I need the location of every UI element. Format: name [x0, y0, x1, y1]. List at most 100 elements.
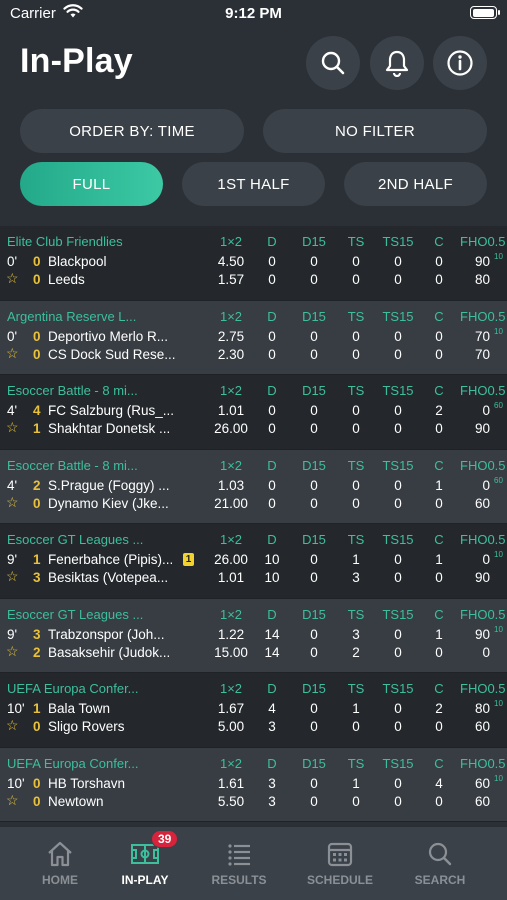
away-ts15-value: 0	[394, 644, 402, 660]
home-fho-value: 90	[474, 254, 490, 269]
column-header: 1×2	[219, 681, 243, 696]
match-row[interactable]: Esoccer Battle - 8 mi... 1×2 D D15 TS TS15 C FH…	[0, 449, 507, 524]
home-d-value: 4	[268, 701, 276, 716]
away-team-name: Dynamo Kiev (Jke...	[48, 495, 169, 511]
column-header: 1×2	[219, 606, 243, 622]
match-row[interactable]: Elite Club Friendlies 1×2 D D15 TS TS15 C FHO0.…	[0, 226, 507, 301]
home-score: 0	[33, 775, 41, 791]
away-fho-value: 80	[474, 272, 490, 287]
home-odds: 26.00	[214, 552, 248, 567]
home-score: 4	[33, 403, 41, 418]
favorite-star-icon[interactable]: ☆	[6, 568, 19, 584]
away-odds: 26.00	[214, 421, 248, 436]
column-header: TS15	[382, 532, 414, 547]
home-ts-value: 1	[352, 775, 360, 791]
match-minute: 4'	[7, 477, 18, 493]
column-header: D	[267, 234, 277, 249]
tab-home[interactable]: HOME	[15, 839, 105, 887]
home-c-value: 1	[435, 552, 443, 567]
away-d-value: 0	[268, 495, 276, 511]
column-header: D	[267, 606, 277, 622]
column-header: D15	[302, 532, 326, 547]
home-fho-value: 0	[482, 552, 490, 567]
home-score: 3	[33, 626, 41, 642]
home-ts15-value: 0	[394, 254, 402, 269]
home-odds: 1.61	[217, 775, 245, 791]
match-minute: 9'	[7, 626, 18, 642]
favorite-star-icon[interactable]: ☆	[6, 419, 19, 435]
match-list[interactable]: Elite Club Friendlies 1×2 D D15 TS TS15 C FHO0.…	[0, 226, 507, 826]
column-header: 1×2	[219, 755, 243, 771]
home-extra-value: 60	[494, 475, 503, 485]
column-header: D	[267, 308, 277, 324]
match-row[interactable]: Argentina Reserve L... 1×2 D D15 TS TS15 C FHO0…	[0, 300, 507, 375]
favorite-star-icon[interactable]: ☆	[6, 493, 19, 510]
column-header: TS15	[382, 234, 414, 249]
home-extra-value: 10	[494, 624, 503, 634]
column-header: D15	[302, 383, 326, 398]
home-odds: 1.03	[217, 477, 245, 493]
column-header: FHO0.5	[460, 383, 506, 398]
search-icon	[428, 842, 452, 866]
away-fho-value: 90	[474, 421, 490, 436]
home-d15-value: 0	[310, 775, 318, 791]
home-extra-value: 60	[494, 401, 503, 410]
tab-inplay[interactable]: 39 IN-PLAY	[100, 830, 190, 887]
info-button[interactable]	[433, 36, 487, 90]
home-ts-value: 1	[352, 552, 360, 567]
away-team-name: Sligo Rovers	[48, 719, 125, 734]
favorite-star-icon[interactable]: ☆	[6, 270, 19, 286]
search-button[interactable]	[306, 36, 360, 90]
column-header: 1×2	[219, 234, 243, 249]
home-odds: 4.50	[217, 254, 245, 269]
home-c-value: 0	[435, 328, 443, 344]
home-extra-value: 10	[494, 773, 503, 783]
filter-button[interactable]: NO FILTER	[263, 109, 487, 153]
home-team-name: Trabzonspor (Joh...	[48, 626, 165, 642]
match-row[interactable]: UEFA Europa Confer... 1×2 D D15 TS TS15 C FHO0.…	[0, 673, 507, 748]
tab-results[interactable]: RESULTS	[194, 839, 284, 887]
favorite-star-icon[interactable]: ☆	[6, 791, 19, 808]
home-d15-value: 0	[310, 626, 318, 642]
column-header: C	[434, 308, 444, 324]
match-minute: 0'	[7, 254, 18, 269]
column-header: TS15	[382, 308, 414, 324]
home-fho-value: 90	[474, 626, 490, 642]
match-row[interactable]: Esoccer GT Leagues ... 1×2 D D15 TS TS15 C FHO0…	[0, 524, 507, 599]
away-d-value: 3	[268, 719, 276, 734]
favorite-star-icon[interactable]: ☆	[6, 344, 19, 361]
column-header: 1×2	[219, 308, 243, 324]
away-d15-value: 0	[310, 719, 318, 734]
favorite-star-icon[interactable]: ☆	[6, 642, 19, 659]
column-header: TS15	[382, 681, 414, 696]
home-d15-value: 0	[310, 701, 318, 716]
tab-full[interactable]: FULL	[20, 162, 163, 206]
column-header: D15	[302, 234, 326, 249]
away-odds: 21.00	[214, 495, 248, 511]
column-header: FHO0.5	[460, 457, 506, 473]
tab-inplay-label: IN-PLAY	[121, 873, 169, 887]
favorite-star-icon[interactable]: ☆	[6, 717, 19, 733]
tab-second-half[interactable]: 2ND HALF	[344, 162, 487, 206]
home-ts-value: 1	[352, 701, 360, 716]
bell-icon	[385, 50, 409, 77]
away-ts-value: 0	[352, 421, 360, 436]
league-name: Esoccer Battle - 8 mi...	[7, 457, 138, 473]
home-ts15-value: 0	[394, 328, 402, 344]
column-header: TS	[347, 457, 365, 473]
notifications-button[interactable]	[370, 36, 424, 90]
column-header: D15	[302, 457, 326, 473]
away-ts-value: 0	[352, 346, 360, 362]
away-c-value: 0	[435, 495, 443, 511]
tab-first-half[interactable]: 1ST HALF	[182, 162, 325, 206]
away-ts-value: 0	[352, 272, 360, 287]
away-ts-value: 2	[352, 644, 360, 660]
match-row[interactable]: Esoccer Battle - 8 mi... 1×2 D D15 TS TS15 C FH…	[0, 375, 507, 450]
home-c-value: 2	[435, 701, 443, 716]
home-ts-value: 0	[352, 254, 360, 269]
tab-schedule[interactable]: SCHEDULE	[295, 839, 385, 887]
match-row[interactable]: Esoccer GT Leagues ... 1×2 D D15 TS TS15 C FHO0…	[0, 598, 507, 673]
order-by-button[interactable]: ORDER BY: TIME	[20, 109, 244, 153]
tab-search[interactable]: SEARCH	[395, 839, 485, 887]
match-row[interactable]: UEFA Europa Confer... 1×2 D D15 TS TS15 C FHO0.…	[0, 747, 507, 822]
